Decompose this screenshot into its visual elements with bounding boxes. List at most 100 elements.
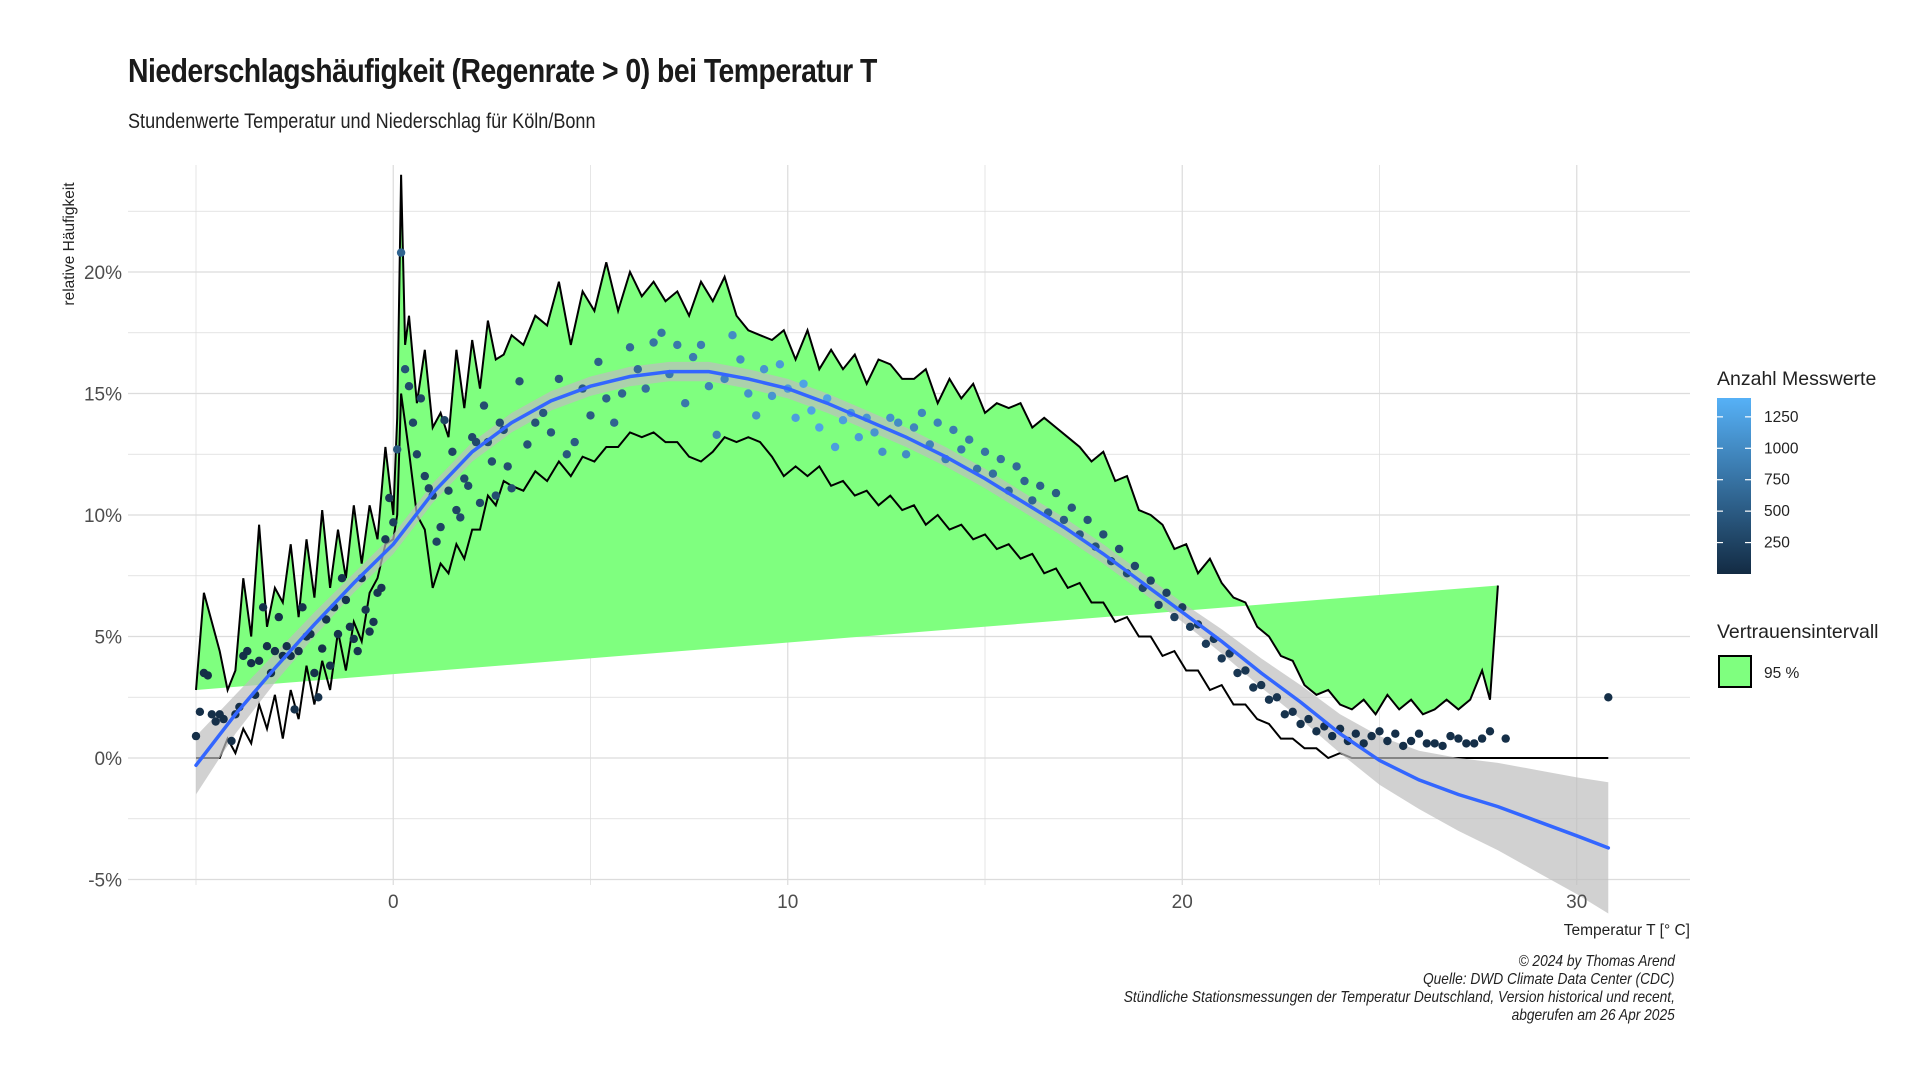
axes: 0 10 20 30 -5% 0% 5% 10% 15% 20% Temperatur T [° C… — [61, 182, 1690, 939]
data-point — [1351, 729, 1361, 738]
data-point — [227, 736, 236, 746]
data-point — [420, 471, 429, 481]
data-point — [886, 413, 895, 422]
data-point — [712, 430, 721, 439]
data-point — [400, 365, 410, 374]
data-point — [1304, 714, 1313, 724]
data-point — [767, 391, 777, 401]
data-point — [752, 411, 761, 420]
caption-source: Quelle: DWD Climate Data Center (CDC) — [1423, 971, 1675, 988]
data-point — [1399, 741, 1408, 751]
data-point — [1288, 707, 1297, 716]
legend-count: Anzahl Messwerte 250 500 750 1000 1250 — [1717, 368, 1876, 574]
data-point — [759, 365, 769, 374]
y-tick-label: 0% — [95, 749, 123, 770]
data-point — [452, 505, 461, 515]
legend-count-title: Anzahl Messwerte — [1717, 368, 1876, 390]
data-point — [475, 498, 485, 508]
caption-retrieved: abgerufen am 26 Apr 2025 — [1511, 1007, 1675, 1024]
data-point — [203, 671, 212, 680]
data-point — [602, 394, 611, 403]
data-point — [1217, 654, 1226, 663]
data-point — [539, 408, 548, 418]
data-point — [211, 717, 220, 726]
legend-interval: Vertrauensintervall 95 % — [1717, 621, 1879, 688]
data-point — [570, 437, 579, 447]
data-point — [523, 440, 532, 449]
data-point — [673, 340, 682, 350]
data-point — [393, 445, 402, 454]
data-point — [901, 450, 911, 459]
data-point — [432, 537, 441, 546]
data-point — [349, 634, 358, 644]
data-point — [1059, 515, 1069, 525]
data-point — [823, 394, 832, 403]
data-point — [728, 331, 737, 340]
data-point — [1114, 544, 1124, 554]
data-point — [980, 447, 990, 456]
data-point — [412, 450, 422, 459]
data-point — [1383, 736, 1392, 746]
confidence-ribbon — [196, 174, 1498, 715]
data-point — [1328, 731, 1337, 741]
data-point — [807, 406, 816, 415]
data-point — [325, 661, 335, 670]
data-point — [345, 622, 355, 631]
data-point — [471, 437, 481, 447]
data-point — [791, 413, 800, 422]
data-point — [775, 360, 785, 369]
data-point — [1249, 683, 1258, 692]
data-point — [909, 423, 919, 432]
data-point — [1067, 503, 1077, 512]
data-point — [1162, 588, 1171, 597]
data-point — [333, 629, 343, 639]
y-tick-label: 20% — [84, 263, 122, 284]
data-point — [1051, 488, 1061, 498]
data-point — [456, 513, 465, 522]
y-tick-label: 15% — [84, 385, 122, 406]
legend-interval-title: Vertrauensintervall — [1717, 621, 1879, 643]
data-point — [988, 469, 998, 478]
y-tick-label: 5% — [95, 628, 123, 649]
data-point — [996, 454, 1005, 464]
data-point — [594, 357, 603, 367]
data-point — [444, 486, 453, 495]
data-point — [1430, 739, 1439, 748]
data-point — [681, 399, 690, 408]
data-point — [298, 603, 307, 612]
data-point — [1264, 695, 1274, 704]
data-point — [870, 428, 879, 437]
data-point — [972, 464, 982, 473]
data-point — [464, 481, 473, 490]
data-point — [243, 646, 252, 656]
ribbon-lower-line — [196, 393, 1609, 760]
data-point — [957, 445, 966, 454]
data-point — [191, 731, 201, 741]
data-point — [314, 693, 323, 702]
ribbon-upper-line — [195, 174, 1499, 717]
data-point — [649, 338, 658, 347]
legend-colorbar-label: 250 — [1764, 535, 1790, 552]
data-point — [491, 491, 500, 500]
chart-subtitle: Stundenwerte Temperatur und Niederschlag… — [128, 110, 596, 133]
data-point — [1296, 719, 1305, 729]
data-point — [195, 707, 205, 716]
data-point — [1446, 731, 1455, 741]
data-point — [1359, 739, 1368, 748]
data-point — [219, 714, 228, 724]
data-point — [917, 408, 927, 418]
data-point — [353, 646, 362, 656]
caption-copyright: © 2024 by Thomas Arend — [1518, 953, 1675, 970]
data-point — [1099, 530, 1108, 539]
data-point — [1012, 462, 1021, 471]
data-point — [965, 435, 974, 444]
data-point — [1485, 727, 1495, 736]
data-point — [657, 328, 666, 337]
data-point — [507, 484, 516, 493]
data-point — [479, 401, 489, 410]
data-point — [416, 394, 426, 403]
data-point — [487, 457, 497, 466]
data-point — [207, 710, 216, 719]
data-point — [448, 447, 457, 456]
legend-colorbar-label: 500 — [1764, 503, 1790, 520]
